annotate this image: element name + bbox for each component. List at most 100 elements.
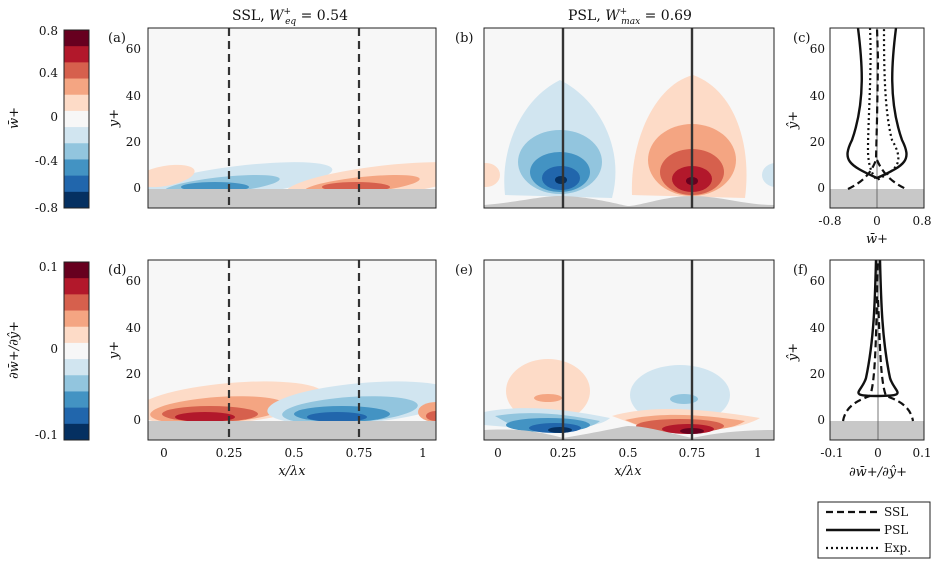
colorbar-dw-swatch-8	[64, 391, 89, 409]
panel-c-xtick-neg0.8: -0.8	[818, 214, 841, 228]
colorbar-w-swatch-5	[64, 110, 89, 128]
colorbar-dw-swatches	[63, 261, 90, 441]
colorbar-w-swatch-4	[64, 94, 89, 112]
colorbar-dw-tick-0.1: 0.1	[39, 260, 58, 274]
panel-f-xlabel: ∂w̄+/∂ŷ+	[849, 465, 907, 480]
panel-c-series-ssl	[847, 28, 907, 190]
colorbar-w-tick-neg0.8: -0.8	[35, 201, 58, 215]
colorbar-dw-swatch-10	[64, 423, 89, 441]
colorbar-w-swatch-1	[64, 46, 89, 63]
panel-e-blob-red-1	[506, 359, 590, 423]
colorbar-w-tick-0: 0	[50, 110, 58, 124]
panel-c-series-exp	[866, 28, 900, 182]
panel-b-wall	[484, 196, 774, 208]
colorbar-dw-swatch-6	[64, 359, 89, 376]
panel-a-frame	[147, 27, 437, 209]
panel-d-xtick-1: 1	[419, 446, 427, 460]
colorbar-w: 0.8 0.4 0 -0.4 -0.8 w̄+	[7, 24, 90, 215]
panel-a: (a) SSL, W+ eq = 0.54 y+ 0 20 40 60	[107, 7, 437, 209]
panel-b: (b) PSL, W+ max = 0.69	[455, 7, 775, 209]
panel-c-xlabel: w̄+	[866, 232, 888, 247]
panel-f-series-psl	[857, 260, 899, 398]
panel-f-label: (f)	[793, 263, 808, 278]
panel-a-ytick-40: 40	[126, 89, 141, 103]
panel-d-contours	[148, 260, 436, 440]
colorbar-w-swatch-0	[64, 30, 89, 47]
colorbar-w-label: w̄+	[7, 107, 22, 129]
panel-f-xtick-0: 0	[874, 446, 882, 460]
panel-f-frame	[829, 259, 925, 441]
panel-d-blob-blue-4	[307, 412, 367, 422]
panel-d-ytick-60: 60	[126, 274, 141, 288]
panel-b-label: (b)	[455, 31, 473, 46]
colorbar-dw-tick-0: 0	[50, 342, 58, 356]
colorbar-w-swatch-6	[64, 127, 89, 144]
panel-d-xtick-0.75: 0.75	[346, 446, 373, 460]
colorbar-w-swatch-3	[64, 78, 89, 96]
panel-d-xtick-0: 0	[160, 446, 168, 460]
panel-d-ytick-40: 40	[126, 321, 141, 335]
panel-e-xtick-0.25: 0.25	[550, 446, 577, 460]
panel-f-lines	[830, 260, 924, 440]
panel-f-ytick-60: 60	[810, 274, 825, 288]
panel-b-title: PSL, W+ max = 0.69	[568, 7, 692, 27]
panel-e-blob-blue-core-3	[548, 427, 572, 433]
panel-d-label: (d)	[108, 263, 126, 278]
colorbar-dw-swatch-1	[64, 278, 89, 295]
panel-b-contours	[484, 28, 774, 208]
colorbar-dw-swatch-5	[64, 342, 89, 360]
panel-a-ylabel: y+	[107, 109, 122, 128]
panel-d-xtick-0.5: 0.5	[284, 446, 303, 460]
panel-a-label: (a)	[108, 31, 126, 46]
panel-f-xtick-0.1: 0.1	[912, 446, 931, 460]
panel-f-xtick-neg0.1: -0.1	[820, 446, 843, 460]
legend: SSL PSL Exp.	[817, 501, 931, 559]
colorbar-w-swatch-2	[64, 62, 89, 79]
panel-f-ytick-0: 0	[817, 413, 825, 427]
panel-e-xtick-0.75: 0.75	[679, 446, 706, 460]
colorbar-dw: 0.1 0 -0.1 ∂w̄+/∂ŷ+	[7, 260, 90, 442]
colorbar-dw-tick-neg0.1: -0.1	[35, 428, 58, 442]
panel-c-lines	[830, 28, 924, 208]
panel-d-xlabel: x/λx	[278, 464, 306, 479]
panel-c-ytick-60: 60	[810, 42, 825, 56]
panel-c-xtick-0.8: 0.8	[912, 214, 931, 228]
colorbar-dw-swatch-9	[64, 407, 89, 425]
panel-a-blob-red-left	[148, 164, 195, 188]
panel-d-ytick-0: 0	[133, 413, 141, 427]
panel-f-wall	[830, 421, 924, 440]
colorbar-w-swatch-7	[64, 143, 89, 160]
panel-e-blob-red-2	[534, 394, 562, 402]
colorbar-dw-swatch-2	[64, 294, 89, 311]
panel-c-ytick-20: 20	[810, 135, 825, 149]
panel-d-blob-red-4	[175, 412, 235, 422]
panel-e-wall	[484, 426, 774, 440]
colorbar-dw-swatch-4	[64, 326, 89, 344]
colorbar-w-swatches	[63, 29, 90, 209]
legend-label-psl: PSL	[884, 523, 908, 537]
colorbar-w-tick-0.8: 0.8	[39, 24, 58, 38]
colorbar-w-frame	[63, 29, 90, 209]
panel-f-series-ssl	[841, 260, 915, 422]
colorbar-dw-swatch-3	[64, 310, 89, 328]
colorbar-w-tick-neg0.4: -0.4	[35, 154, 59, 168]
panel-f-ytick-20: 20	[810, 367, 825, 381]
panel-e-frame	[483, 259, 775, 441]
colorbar-w-swatch-9	[64, 175, 89, 193]
colorbar-dw-label: ∂w̄+/∂ŷ+	[7, 321, 22, 379]
legend-label-ssl: SSL	[884, 505, 908, 519]
panel-a-ytick-60: 60	[126, 42, 141, 56]
panel-d-blob-red-right-core	[426, 411, 436, 421]
panel-d-xtick-0.25: 0.25	[216, 446, 243, 460]
panel-e-xtick-1: 1	[754, 446, 762, 460]
panel-e: (e) 0 0.25 0.5 0.75 1 x/λx	[455, 259, 775, 479]
panel-c-series-psl	[846, 28, 908, 180]
panel-f: (f) ŷ+ 0 20 40 60 -0.1 0 0.1 ∂w̄+/∂ŷ+	[786, 259, 932, 480]
panel-c-label: (c)	[793, 31, 810, 46]
panel-a-ytick-20: 20	[126, 135, 141, 149]
panel-a-ytick-0: 0	[133, 181, 141, 195]
colorbar-dw-frame	[63, 261, 90, 441]
colorbar-w-tick-0.4: 0.4	[39, 66, 58, 80]
panel-a-title: SSL, W+ eq = 0.54	[232, 7, 348, 27]
panel-e-label: (e)	[455, 263, 473, 278]
